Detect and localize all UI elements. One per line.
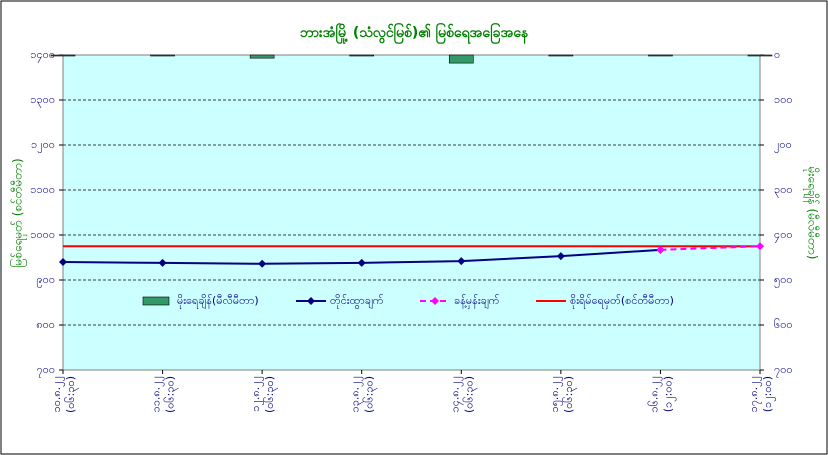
bar xyxy=(349,54,375,57)
y-tick-label: ၁၃၀၀ xyxy=(30,93,55,108)
point-marker xyxy=(158,258,167,267)
point-marker xyxy=(357,258,366,267)
y2-tick-label: ၆၀၀ xyxy=(774,318,793,331)
bar xyxy=(448,54,474,64)
x-tick-sublabel: (၀၆:၃၀) xyxy=(363,376,378,413)
legend-label: တိုင်းထွာချက် xyxy=(330,294,384,309)
point-marker xyxy=(258,259,267,268)
x-tick-sublabel: (၀၆:၃၀) xyxy=(164,376,179,413)
x-tick-label: ၁၇.၈.၂၂ xyxy=(747,376,762,412)
y2-tick-label: ၅၀၀ xyxy=(774,273,793,288)
x-tick-sublabel: (၁၂:၀၀) xyxy=(661,376,676,412)
y-tick-label: ၁၂၀၀ xyxy=(31,138,55,153)
y2-tick-label: ၁၀၀ xyxy=(774,93,793,106)
bar xyxy=(150,54,175,57)
bar xyxy=(249,54,275,59)
y2-axis-title: မိုးရေချိန် (မီလီမီတာ) xyxy=(803,167,821,260)
x-tick-sublabel: (၀၆:၃၀) xyxy=(64,376,79,413)
x-tick-label: ၁၅.၈.၂၂ xyxy=(548,376,563,412)
point-marker xyxy=(656,245,665,254)
y2-tick-label: ၄၀၀ xyxy=(774,228,793,243)
legend-swatch xyxy=(142,296,170,306)
bar xyxy=(747,54,773,57)
y2-tick-label: ၇၀၀ xyxy=(774,363,793,378)
point-marker xyxy=(457,257,466,266)
y-tick-label: ၁၁၀၀ xyxy=(30,183,55,196)
y2-tick-label: ၃၀၀ xyxy=(774,183,793,198)
legend-label: မိုးရေချိန်(မီလီမီတာ) xyxy=(177,294,259,309)
x-tick-label: ၁၃.၈.၂၂ xyxy=(349,376,364,412)
legend-marker xyxy=(307,297,315,305)
x-tick-sublabel: (၀၆:၃၀) xyxy=(263,376,278,413)
x-tick-label: ၁၂.၈.၂၂ xyxy=(249,376,264,412)
bar xyxy=(648,54,673,57)
chart-title: ဘားအံမြို့ (သံလွင်မြစ်)၏ မြစ်ရေအခြေအနေ xyxy=(300,23,529,44)
bar xyxy=(50,54,76,57)
point-marker xyxy=(59,258,67,266)
y-tick-label: ၁၄၀၀ xyxy=(30,48,55,63)
plot-area xyxy=(62,54,761,371)
x-tick-label: ၁၄.၈.၂၂ xyxy=(448,376,463,412)
legend-label: စိုးရိမ်ရေမှတ်(စင်တီမီတာ) xyxy=(570,294,674,309)
x-tick-sublabel: (၀၆:၃၀) xyxy=(462,376,477,413)
bar xyxy=(548,54,574,57)
x-tick-sublabel: (၁၂:၀၀) xyxy=(761,376,776,412)
y2-tick-label: ၂၀၀ xyxy=(774,138,792,153)
y-axis-title: မြစ်ရေမှတ် (စင်တီမီတာ) xyxy=(9,158,28,267)
legend-marker xyxy=(431,297,439,305)
x-tick-label: ၁၁.၈.၂၂ xyxy=(150,376,165,412)
point-marker xyxy=(756,242,764,251)
y-tick-label: ၇၀၀ xyxy=(36,363,55,378)
y-tick-label: ၁၀၀၀ xyxy=(30,228,55,241)
x-tick-label: ၁၀.၈.၂၂ xyxy=(50,376,65,412)
series-line xyxy=(660,245,761,251)
y-tick-label: ၉၀၀ xyxy=(36,273,55,288)
x-tick-sublabel: (၀၆:၃၀) xyxy=(562,376,577,413)
legend-label: ခန့်မှန်းချက် xyxy=(454,294,500,309)
y2-tick-label: ၀ xyxy=(774,48,780,61)
point-marker xyxy=(556,252,565,261)
x-tick-label: ၁၆.၈.၂၂ xyxy=(647,376,662,412)
y-tick-label: ၈၀၀ xyxy=(36,318,55,331)
